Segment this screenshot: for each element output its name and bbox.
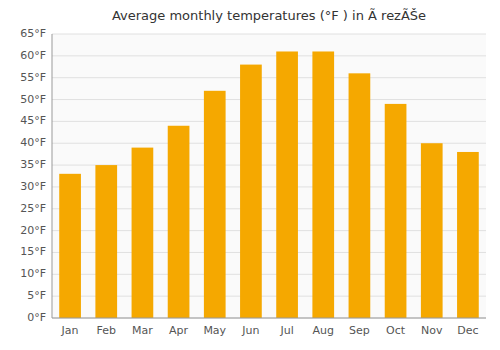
grid-line bbox=[52, 34, 486, 35]
y-tick-label: 20°F bbox=[20, 224, 46, 237]
x-tick-label: May bbox=[203, 324, 226, 337]
bar bbox=[312, 51, 334, 318]
y-tick-label: 60°F bbox=[20, 49, 46, 62]
bar bbox=[385, 104, 407, 318]
y-tick-label: 10°F bbox=[20, 267, 46, 280]
grid-line bbox=[52, 121, 486, 122]
x-tick-label: Apr bbox=[169, 324, 189, 337]
x-tick-label: Mar bbox=[132, 324, 153, 337]
x-tick-label: Sep bbox=[349, 324, 370, 337]
chart: 0°F 5°F 10°F 15°F 20°F 25°F 30°F 35°F 40°F 45°F 50… bbox=[0, 0, 500, 350]
y-tick-label: 35°F bbox=[20, 158, 46, 171]
x-tick-label: Nov bbox=[421, 324, 443, 337]
y-axis-line bbox=[52, 34, 53, 318]
bar bbox=[168, 126, 190, 318]
x-tick-label: Jul bbox=[279, 324, 293, 337]
x-tick-label: Jun bbox=[241, 324, 259, 337]
x-tick-label: Jan bbox=[61, 324, 79, 337]
y-tick-label: 25°F bbox=[20, 202, 46, 215]
y-tick-label: 30°F bbox=[20, 180, 46, 193]
bar bbox=[349, 73, 371, 318]
bar bbox=[204, 91, 226, 318]
chart-container: 0°F 5°F 10°F 15°F 20°F 25°F 30°F 35°F 40°F 45°F 50… bbox=[0, 0, 500, 350]
y-tick-label: 55°F bbox=[20, 71, 46, 84]
chart-title: Average monthly temperatures (°F ) in Ã … bbox=[112, 8, 426, 23]
y-tick-label: 40°F bbox=[20, 136, 46, 149]
x-tick-label: Dec bbox=[457, 324, 478, 337]
y-tick-label: 0°F bbox=[27, 311, 46, 324]
grid-line bbox=[52, 99, 486, 100]
x-tick-label: Oct bbox=[386, 324, 406, 337]
y-tick-label: 15°F bbox=[20, 245, 46, 258]
bar bbox=[276, 51, 298, 318]
y-tick-label: 50°F bbox=[20, 93, 46, 106]
x-tick-label: Aug bbox=[313, 324, 334, 337]
bars bbox=[59, 51, 479, 318]
grid-line bbox=[52, 318, 486, 319]
bar bbox=[240, 65, 262, 318]
bar bbox=[59, 174, 81, 318]
y-tick-label: 65°F bbox=[20, 27, 46, 40]
x-tick-label: Feb bbox=[97, 324, 116, 337]
bar bbox=[457, 152, 479, 318]
bar bbox=[421, 143, 443, 318]
y-grid bbox=[52, 34, 486, 318]
grid-line bbox=[52, 77, 486, 78]
bar bbox=[132, 148, 154, 318]
plot-background bbox=[52, 34, 486, 318]
y-tick-label: 5°F bbox=[27, 289, 46, 302]
y-tick-label: 45°F bbox=[20, 114, 46, 127]
bar bbox=[95, 165, 117, 318]
x-axis-line bbox=[52, 318, 486, 319]
grid-line bbox=[52, 55, 486, 56]
